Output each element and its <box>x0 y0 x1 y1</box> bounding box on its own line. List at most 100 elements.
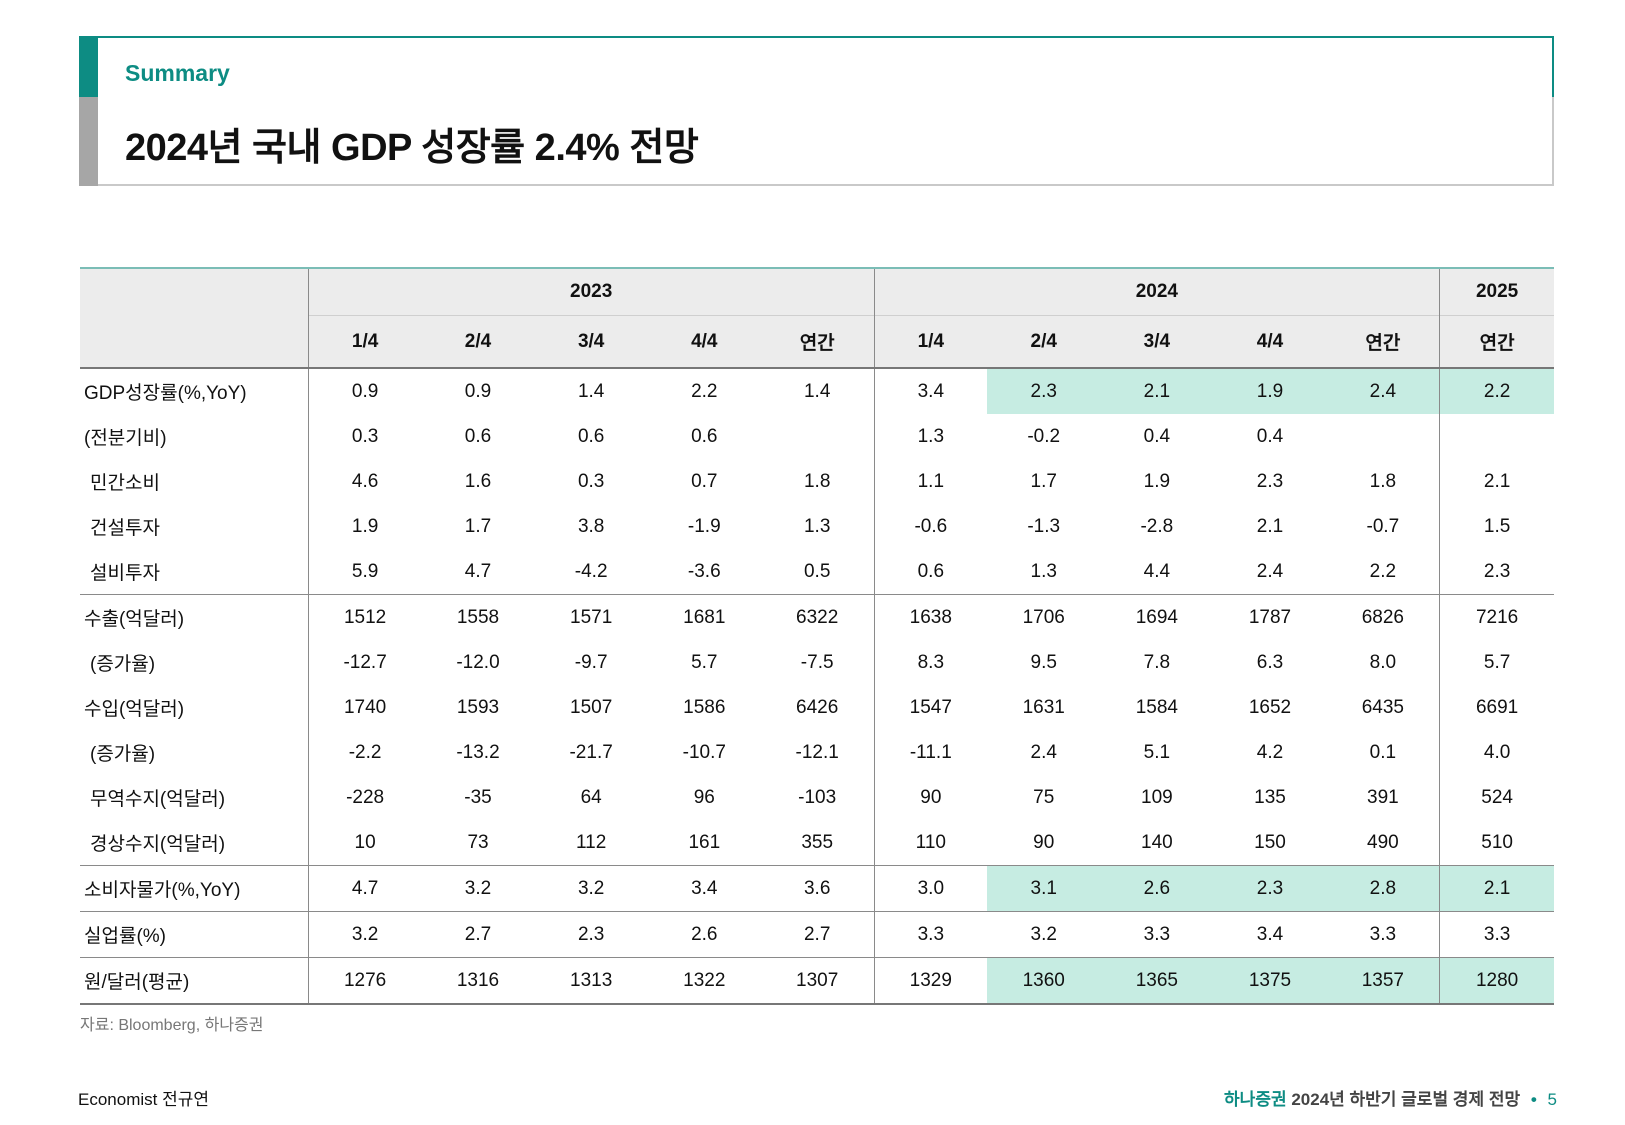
table-cell: -0.7 <box>1366 515 1400 537</box>
table-cell <box>1327 414 1440 459</box>
table-corner <box>80 267 309 369</box>
period-header: 3/4 <box>534 315 648 369</box>
table-cell: 7.8 <box>1143 651 1171 673</box>
table-cell: 2.7 <box>421 911 535 958</box>
row-label: (증가율) <box>90 654 156 675</box>
table-cell: 1.6 <box>464 470 492 492</box>
table-cell: 0.6 <box>691 425 718 447</box>
table-cell: 1.3 <box>1030 560 1057 582</box>
row-label: 경상수지(억달러) <box>90 834 226 855</box>
forecast-table: 2023 2024 2025 1/4 2/4 3/4 4/4 연간 1/4 2/4 3/4 4/4 연… <box>80 267 1554 1005</box>
table-cell: -2.8 <box>1140 515 1174 537</box>
table-cell: 355 <box>801 831 834 853</box>
table-cell: 0.9 <box>307 368 422 414</box>
table-cell: 2.7 <box>760 911 874 958</box>
period-header: 1/4 <box>873 315 988 369</box>
table-cell: 1.4 <box>803 380 831 402</box>
table-cell: 96 <box>693 786 715 808</box>
table-body: GDP성장률(%,YoY) 0.9 0.9 1.4 2.2 1.4 3.4 2.3 2.1 1.9… <box>80 368 1554 1005</box>
table-cell: 490 <box>1367 831 1399 853</box>
table-row: 민간소비 4.6 1.6 0.3 0.7 1.8 1.1 1.7 1.9 2.3 1.8 2.1 <box>80 459 1554 504</box>
footer-doc-info: 하나증권 2024년 하반기 글로벌 경제 전망 • 5 <box>1224 1085 1557 1110</box>
table-cell: 150 <box>1254 831 1286 853</box>
table-cell <box>761 414 874 459</box>
table-cell: 6826 <box>1326 594 1440 640</box>
table-cell: 4.4 <box>1143 560 1171 582</box>
table-cell: -0.2 <box>1027 425 1061 447</box>
table-cell: 1.7 <box>1030 470 1057 492</box>
table-cell: 2.2 <box>691 380 718 402</box>
table-cell: -12.7 <box>307 640 422 685</box>
period-header: 2/4 <box>421 315 535 369</box>
table-cell: 64 <box>580 786 602 808</box>
table-cell: 1638 <box>873 594 988 640</box>
table-cell: 1276 <box>307 957 422 1005</box>
table-cell: 7216 <box>1439 594 1554 640</box>
table-cell: 4.2 <box>1256 741 1284 763</box>
table-cell: 1512 <box>307 594 422 640</box>
table-row: 경상수지(억달러) 10 73 112 161 355 110 90 140 150 490 510 <box>80 820 1554 866</box>
table-cell: 5.9 <box>307 549 422 595</box>
table-cell: 10 <box>307 820 422 866</box>
table-cell: 1558 <box>421 594 535 640</box>
row-label: (증가율) <box>90 744 156 765</box>
table-cell: 3.3 <box>873 911 988 958</box>
year-header-2024: 2024 <box>873 267 1440 316</box>
table-row: 수출(억달러) 1512 1558 1571 1681 6322 1638 1706 1694 1… <box>80 594 1554 640</box>
table-cell: -7.5 <box>800 651 834 673</box>
table-cell: -10.7 <box>682 741 726 763</box>
table-cell: 1.9 <box>307 504 422 549</box>
table-cell: 1329 <box>873 957 988 1005</box>
table-cell: 135 <box>1254 786 1286 808</box>
row-label: GDP성장률(%,YoY) <box>84 383 247 404</box>
table-cell: -11.1 <box>873 730 988 775</box>
header-side-bar <box>79 97 98 186</box>
row-label: 무역수지(억달러) <box>90 789 226 810</box>
table-cell: 1586 <box>683 696 726 718</box>
table-cell: 5.7 <box>1439 640 1554 685</box>
table-cell: 510 <box>1439 820 1554 866</box>
table-cell: 4.6 <box>307 459 422 504</box>
table-cell: 2.2 <box>1369 560 1397 582</box>
table-row: 설비투자 5.9 4.7 -4.2 -3.6 0.5 0.6 1.3 4.4 2.4 2.2 2.3 <box>80 549 1554 595</box>
table-cell: 3.2 <box>987 911 1101 958</box>
table-cell: -12.1 <box>795 741 839 763</box>
table-cell: 1360 <box>987 957 1101 1005</box>
table-cell: -3.6 <box>687 560 721 582</box>
table-cell: 2.3 <box>1439 549 1554 595</box>
footer-brand: 하나증권 <box>1224 1090 1287 1109</box>
table-cell: 3.1 <box>987 865 1101 912</box>
table-cell: 2.3 <box>1213 865 1327 912</box>
table-cell: 2.3 <box>987 368 1101 414</box>
table-cell: 4.7 <box>464 560 492 582</box>
table-cell: 1584 <box>1135 696 1178 718</box>
table-cell: 1365 <box>1100 957 1214 1005</box>
table-row: 실업률(%) 3.2 2.7 2.3 2.6 2.7 3.3 3.2 3.3 3.4 3.3 3.3 <box>80 911 1554 958</box>
table-cell <box>1439 414 1554 459</box>
table-cell: 109 <box>1141 786 1173 808</box>
table-cell: 3.0 <box>873 865 988 912</box>
table-cell: 1547 <box>873 685 988 730</box>
table-cell: -228 <box>307 775 422 820</box>
table-cell: 1.3 <box>803 515 831 537</box>
table-row: (증가율) -12.7 -12.0 -9.7 5.7 -7.5 8.3 9.5 7.8 6.3 8.… <box>80 640 1554 685</box>
table-row: 수입(억달러) 1740 1593 1507 1586 6426 1547 1631 1584 1… <box>80 685 1554 730</box>
row-label: 민간소비 <box>90 473 160 494</box>
period-header: 연간 <box>760 315 874 369</box>
table-cell: 1.9 <box>1143 470 1171 492</box>
footer-doc-title: 2024년 하반기 글로벌 경제 전망 <box>1291 1090 1521 1109</box>
row-label: (전분기비) <box>84 428 167 449</box>
table-cell: 0.6 <box>464 425 492 447</box>
table-cell: -103 <box>798 786 837 808</box>
table-cell: -2.2 <box>307 730 422 775</box>
table-cell: 1706 <box>987 594 1101 640</box>
row-label: 설비투자 <box>90 563 160 584</box>
table-cell: -4.2 <box>574 560 608 582</box>
table-cell: 0.3 <box>307 414 422 459</box>
table-cell: 1.8 <box>1369 470 1397 492</box>
source-note: 자료: Bloomberg, 하나증권 <box>80 1017 264 1034</box>
table-cell: 2.1 <box>1100 368 1214 414</box>
table-cell: 3.3 <box>1100 911 1214 958</box>
forecast-table-container: 2023 2024 2025 1/4 2/4 3/4 4/4 연간 1/4 2/4 3/4 4/4 연… <box>80 267 1554 1005</box>
row-label: 원/달러(평균) <box>80 957 309 1005</box>
